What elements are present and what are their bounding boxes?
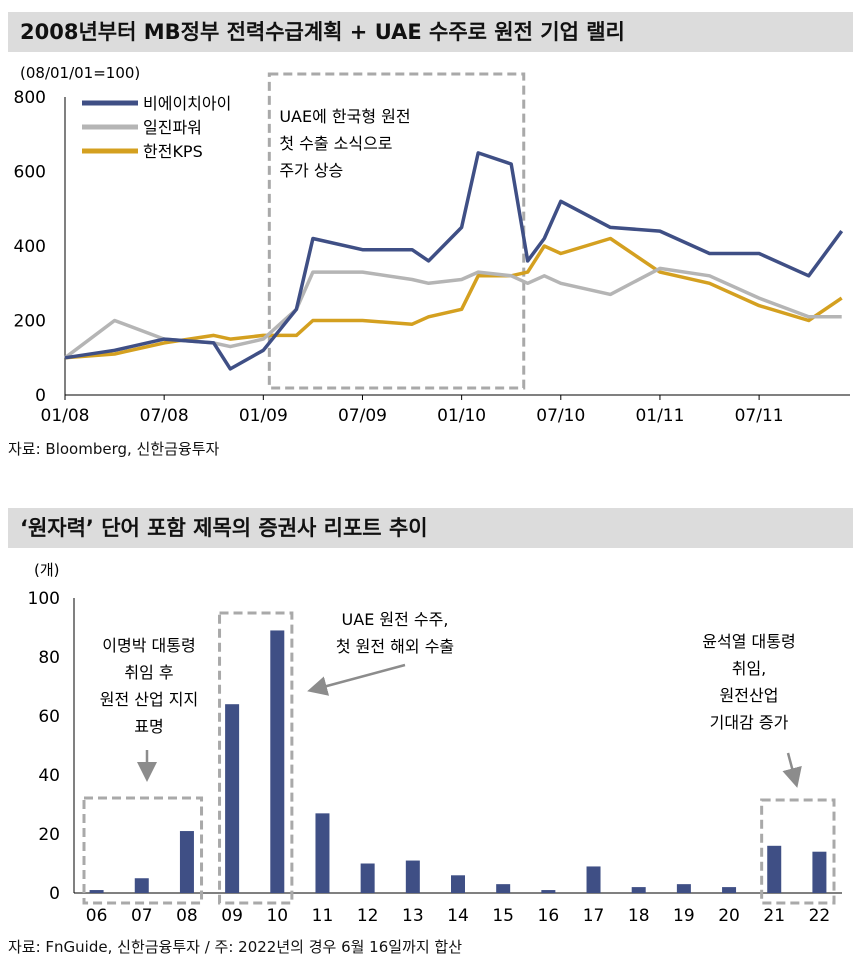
chart2-bar-11 xyxy=(586,866,601,893)
chart2-annotation-right-1: 취임, xyxy=(732,659,767,678)
chart2-bar-12 xyxy=(631,887,646,893)
chart1-xtick-2: 01/09 xyxy=(239,406,288,426)
chart2-xtick-4: 10 xyxy=(266,906,288,926)
chart1-ytick-1: 200 xyxy=(14,312,46,332)
chart1-unit-label: (08/01/01=100) xyxy=(20,64,140,82)
chart2-bar-2 xyxy=(179,831,194,893)
chart1-xtick-7: 07/11 xyxy=(735,406,784,426)
chart2-bar-6 xyxy=(360,863,375,893)
chart2-xtick-5: 11 xyxy=(312,906,334,926)
chart2-source: 자료: FnGuide, 신한금융투자 / 주: 2022년의 경우 6월 16… xyxy=(8,938,463,956)
chart1-series-line-1 xyxy=(63,266,842,360)
chart2-xtick-12: 18 xyxy=(628,906,650,926)
chart2-highlight-box-0 xyxy=(82,796,204,905)
chart2-bar-10 xyxy=(541,890,556,893)
chart1-ytick-0: 0 xyxy=(35,386,46,406)
chart2-xtick-9: 15 xyxy=(492,906,514,926)
chart2-ytick-5: 100 xyxy=(28,589,60,609)
chart1-legend-label-1: 일진파워 xyxy=(143,118,202,137)
chart2-xtick-14: 20 xyxy=(718,906,740,926)
chart1-plot: (08/01/01=100) 0 200 400 600 800 01/08 07/08 01/… xyxy=(14,64,850,426)
chart1-annotation-line-1: 첫 수출 소식으로 xyxy=(279,134,392,153)
chart2-xtick-13: 19 xyxy=(673,906,695,926)
chart2-xtick-2: 08 xyxy=(176,906,198,926)
chart1-ytick-3: 600 xyxy=(14,163,46,183)
chart2-bar-15 xyxy=(767,845,782,893)
chart2-annotation-right-3: 기대감 증가 xyxy=(710,713,789,732)
chart1-xtick-5: 07/10 xyxy=(536,406,585,426)
chart2-arrow-mid xyxy=(307,663,406,696)
chart1-annotation-line-0: UAE에 한국형 원전 xyxy=(279,107,410,126)
chart2-annotation-right-2: 원전산업 xyxy=(720,686,779,705)
chart2-bar-4 xyxy=(270,630,285,893)
chart2-xtick-3: 09 xyxy=(221,906,243,926)
chart1-ytick-2: 400 xyxy=(14,237,46,257)
chart2-bar-13 xyxy=(676,884,691,893)
chart2-bar-8 xyxy=(451,875,465,893)
chart2-annotation-left-2: 원전 산업 지지 xyxy=(100,690,199,709)
chart2-title: ‘원자력’ 단어 포함 제목의 증권사 리포트 추이 xyxy=(8,508,853,548)
chart2-xtick-7: 13 xyxy=(402,906,424,926)
chart2-xtick-16: 22 xyxy=(809,906,831,926)
chart1-series-line-2 xyxy=(64,236,843,360)
chart2-highlight-box-2 xyxy=(760,798,836,905)
chart2-bar-1 xyxy=(134,878,149,893)
chart2-bar-16 xyxy=(812,851,827,893)
chart2-xtick-6: 12 xyxy=(357,906,379,926)
chart2-annotation-right-0: 윤석열 대통령 xyxy=(702,632,795,651)
chart2-ytick-1: 20 xyxy=(38,825,60,845)
chart2-annotation-mid-1: 첫 원전 해외 수출 xyxy=(336,637,454,656)
chart2-unit-label: (개) xyxy=(34,561,60,579)
chart1-xtick-6: 01/11 xyxy=(635,406,684,426)
chart2-ytick-3: 60 xyxy=(38,707,60,727)
chart2-bar-9 xyxy=(496,884,511,893)
chart1-xtick-3: 07/09 xyxy=(338,406,387,426)
chart2-ytick-0: 0 xyxy=(49,884,60,904)
chart2-bar-5 xyxy=(315,813,330,893)
chart1-legend-label-0: 비에이치아이 xyxy=(143,94,231,113)
chart2-xtick-1: 07 xyxy=(131,906,153,926)
chart2-ytick-2: 40 xyxy=(38,766,60,786)
chart1-ytick-4: 800 xyxy=(14,88,46,108)
chart2-bar-14 xyxy=(722,887,737,893)
chart2-annotation-left-0: 이명박 대통령 xyxy=(102,636,195,655)
chart2-xtick-8: 14 xyxy=(447,906,469,926)
chart1-annotation-line-2: 주가 상승 xyxy=(279,161,343,180)
chart1-legend-label-2: 한전KPS xyxy=(143,142,203,161)
chart2-xtick-15: 21 xyxy=(763,906,785,926)
chart2-bar-3 xyxy=(225,704,240,893)
chart1-xtick-4: 01/10 xyxy=(437,406,486,426)
chart2-xtick-10: 16 xyxy=(538,906,560,926)
chart2-highlight-box-1 xyxy=(218,611,294,905)
chart1-title: 2008년부터 MB정부 전력수급계획 + UAE 수주로 원전 기업 랠리 xyxy=(8,12,853,52)
chart2-arrow-right xyxy=(782,752,802,788)
chart2-annotation-left-3: 표명 xyxy=(134,717,163,736)
chart2-bar-0 xyxy=(89,890,104,893)
chart2-xtick-11: 17 xyxy=(583,906,605,926)
chart2-annotation-left-1: 취임 후 xyxy=(124,663,173,682)
chart1-source: 자료: Bloomberg, 신한금융투자 xyxy=(8,440,220,458)
chart2-ytick-4: 80 xyxy=(38,648,60,668)
chart2-plot: (개) 0 20 40 60 80 100 06 07 08 09 10 11 12 13 14 15 16 17 1… xyxy=(28,561,842,926)
chart1-xtick-0: 01/08 xyxy=(41,406,90,426)
chart2-xtick-0: 06 xyxy=(86,906,108,926)
chart1-series-line-0 xyxy=(64,151,844,371)
chart2-annotation-mid-0: UAE 원전 수주, xyxy=(342,610,449,629)
chart2-bar-7 xyxy=(405,860,420,893)
chart1-xtick-1: 07/08 xyxy=(140,406,189,426)
